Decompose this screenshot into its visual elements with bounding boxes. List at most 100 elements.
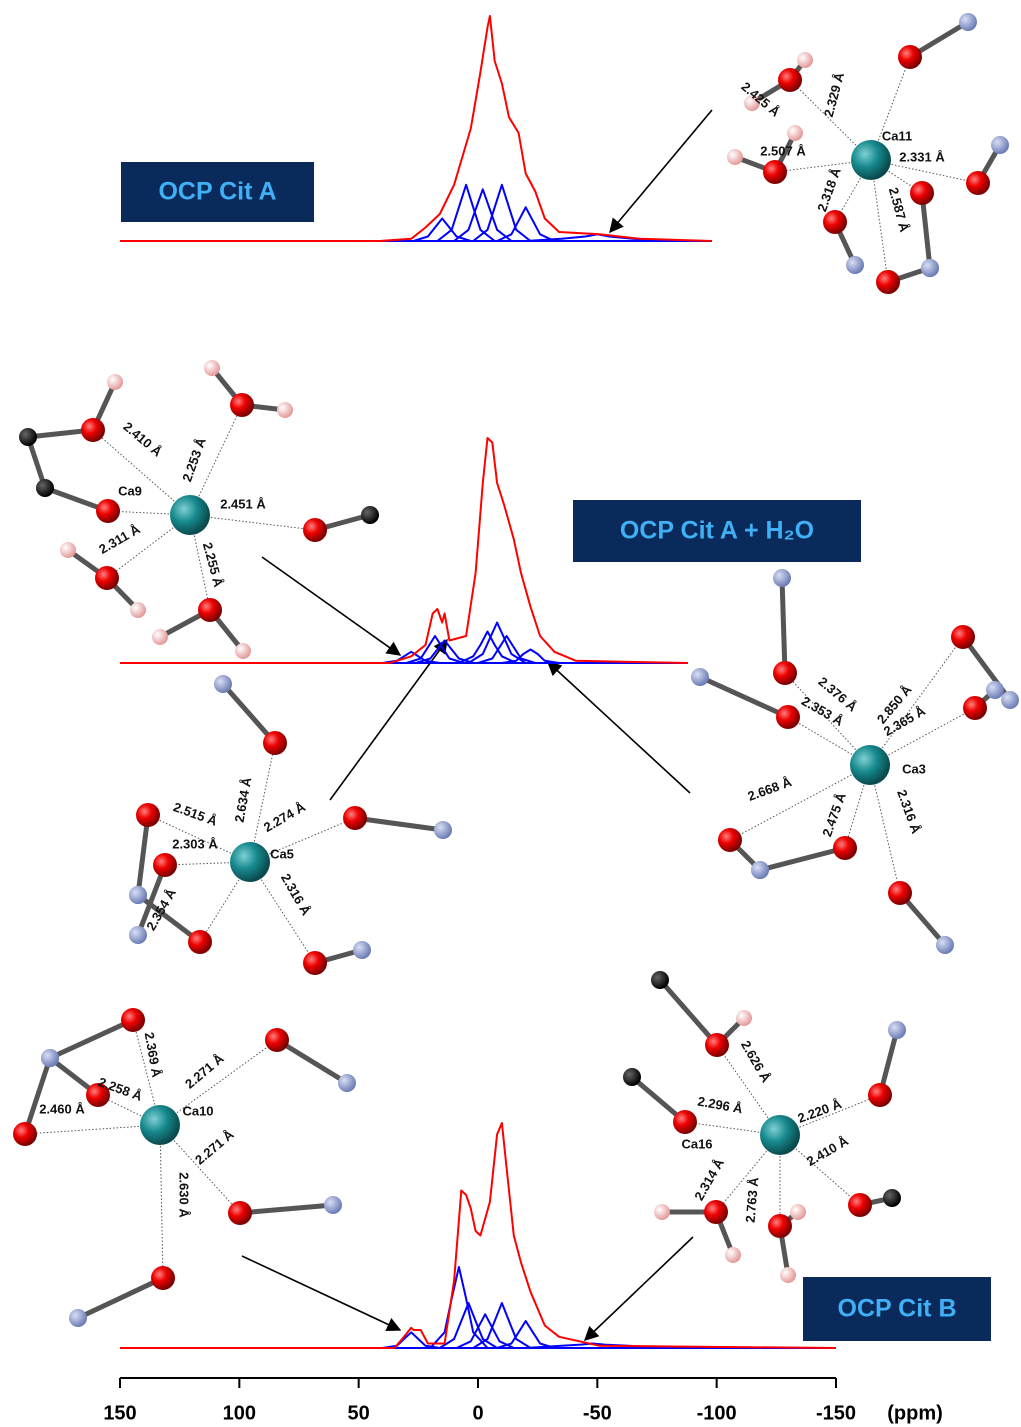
page: OCP Cit A2.425 Å2.329 Å2.507 Å2.331 Å2.3… (0, 0, 1021, 1427)
atom (773, 569, 791, 587)
oxygen-atom (763, 160, 787, 184)
x-axis-label: (ppm) (887, 1402, 943, 1424)
distance-label: 2.507 Å (760, 143, 806, 158)
atom (797, 52, 813, 68)
atom-label: Ca5 (270, 846, 294, 861)
oxygen-atom (768, 1214, 792, 1238)
spectrum-line (120, 1303, 836, 1348)
x-tick-label: 100 (223, 1402, 256, 1424)
oxygen-atom (705, 1033, 729, 1057)
distance-label: 2.271 Å (182, 1050, 227, 1091)
atom (361, 506, 379, 524)
coordination-bond (160, 1125, 163, 1278)
atom (736, 1010, 752, 1026)
bond (700, 677, 788, 717)
calcium-atom (170, 495, 210, 535)
atom (107, 374, 123, 390)
distance-label: 2.316 Å (278, 871, 314, 918)
oxygen-atom (898, 45, 922, 69)
arrow (585, 1237, 693, 1340)
atom (60, 542, 76, 558)
atom (888, 1021, 906, 1039)
atom (129, 926, 147, 944)
bond (760, 848, 845, 870)
oxygen-atom (963, 696, 987, 720)
distance-label: 2.460 Å (39, 1101, 85, 1116)
distance-label: 2.630 Å (177, 1172, 192, 1218)
coordination-bond (25, 1125, 160, 1134)
distance-label: 2.587 Å (886, 186, 912, 234)
atom-label: Ca10 (182, 1103, 213, 1118)
bond (240, 1205, 333, 1213)
distance-label: 2.296 Å (696, 1094, 744, 1117)
panel-title: OCP Cit B (838, 1295, 957, 1323)
oxygen-atom (833, 836, 857, 860)
distance-label: 2.475 Å (819, 790, 849, 838)
atom (69, 1309, 87, 1327)
distance-label: 2.220 Å (796, 1096, 844, 1126)
oxygen-atom (95, 566, 119, 590)
oxygen-atom (718, 828, 742, 852)
distance-label: 2.329 Å (821, 70, 847, 118)
oxygen-atom (96, 499, 120, 523)
atom (19, 428, 37, 446)
atom-label: Ca3 (902, 761, 926, 776)
atom (790, 1204, 806, 1220)
oxygen-atom (848, 1193, 872, 1217)
spectrum-line (120, 641, 688, 664)
distance-label: 2.668 Å (746, 774, 794, 804)
spectrum-line (120, 1267, 836, 1348)
oxygen-atom (230, 393, 254, 417)
atom (36, 479, 54, 497)
oxygen-atom (136, 803, 160, 827)
x-tick-label: -150 (816, 1402, 856, 1424)
atom (921, 259, 939, 277)
distance-label: 2.311 Å (96, 521, 143, 557)
calcium-atom (140, 1105, 180, 1145)
oxygen-atom (81, 418, 105, 442)
atom-label: Ca9 (118, 483, 142, 498)
atom (353, 941, 371, 959)
oxygen-atom (303, 518, 327, 542)
oxygen-atom (776, 705, 800, 729)
oxygen-atom (153, 853, 177, 877)
coordination-bond (870, 637, 963, 765)
molecule: 2.515 Å2.634 Å2.274 Å2.303 Å2.354 Å2.316… (129, 675, 452, 975)
distance-label: 2.331 Å (899, 149, 945, 164)
arrow (610, 110, 712, 232)
atom (235, 643, 251, 659)
calcium-atom (760, 1115, 800, 1155)
distance-label: 2.253 Å (179, 435, 209, 483)
calcium-atom (230, 842, 270, 882)
x-tick-label: 0 (472, 1402, 483, 1424)
distance-label: 2.303 Å (172, 836, 218, 851)
distance-label: 2.626 Å (738, 1038, 774, 1085)
atom (883, 1189, 901, 1207)
atom (727, 149, 743, 165)
oxygen-atom (303, 951, 327, 975)
distance-label: 2.410 Å (804, 1133, 851, 1169)
atom (780, 1267, 796, 1283)
atom (651, 971, 669, 989)
oxygen-atom (228, 1201, 252, 1225)
oxygen-atom (198, 598, 222, 622)
distance-label: 2.314 Å (691, 1155, 727, 1202)
oxygen-atom (876, 270, 900, 294)
bond (660, 980, 717, 1045)
oxygen-atom (263, 731, 287, 755)
atom (846, 256, 864, 274)
distance-label: 2.271 Å (192, 1126, 237, 1167)
atom (338, 1074, 356, 1092)
atom (787, 125, 803, 141)
atom (936, 936, 954, 954)
figure: OCP Cit A2.425 Å2.329 Å2.507 Å2.331 Å2.3… (0, 0, 1021, 1427)
bond (782, 578, 785, 673)
panel-title: OCP Cit A + H₂O (620, 517, 814, 545)
atom (41, 1049, 59, 1067)
atom-label: Ca16 (681, 1136, 712, 1151)
bond (138, 815, 148, 895)
